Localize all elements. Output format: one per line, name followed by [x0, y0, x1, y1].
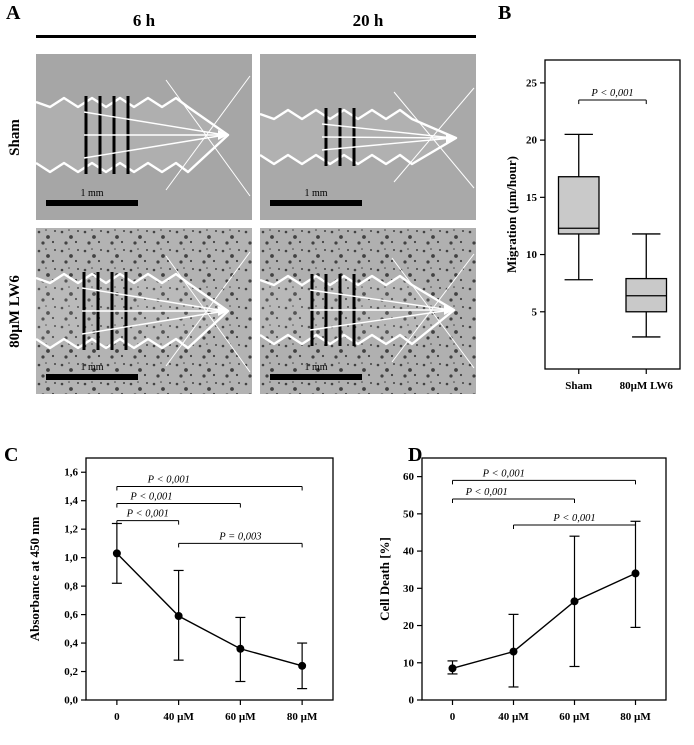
svg-text:50: 50 — [403, 508, 415, 520]
svg-text:0,6: 0,6 — [64, 609, 78, 621]
micrograph-lw6-6h: 1 mm — [36, 228, 252, 394]
svg-text:10: 10 — [526, 249, 538, 261]
header-underline — [36, 35, 476, 38]
svg-text:0: 0 — [450, 711, 456, 723]
panel-label-d: D — [408, 444, 423, 466]
svg-text:15: 15 — [526, 192, 538, 204]
svg-text:60: 60 — [403, 471, 415, 483]
svg-text:25: 25 — [526, 77, 538, 89]
svg-text:40 µM: 40 µM — [498, 711, 529, 723]
svg-text:1 mm: 1 mm — [80, 188, 103, 199]
svg-text:Absorbance at 450 nm: Absorbance at 450 nm — [27, 517, 42, 642]
svg-text:P < 0,001: P < 0,001 — [465, 487, 508, 498]
svg-text:P < 0,001: P < 0,001 — [129, 492, 172, 503]
svg-text:20: 20 — [403, 620, 415, 632]
panel-label-b: B — [498, 2, 512, 24]
svg-text:10: 10 — [403, 657, 415, 669]
svg-text:0,8: 0,8 — [64, 581, 78, 593]
svg-text:P < 0,001: P < 0,001 — [482, 468, 525, 479]
svg-text:0: 0 — [409, 695, 415, 707]
micrograph-sham-6h: 1 mm — [36, 54, 252, 220]
svg-text:1 mm: 1 mm — [304, 362, 327, 373]
svg-text:60 µM: 60 µM — [225, 711, 256, 723]
linechart-cell-death: 0 10 20 30 40 50 60 Cell Death [%] 0 40 µM 60 µM 80… — [377, 457, 667, 723]
svg-text:1 mm: 1 mm — [80, 362, 103, 373]
svg-text:30: 30 — [403, 583, 415, 595]
svg-text:40 µM: 40 µM — [163, 711, 194, 723]
svg-text:40: 40 — [403, 546, 415, 558]
svg-text:P < 0,001: P < 0,001 — [590, 88, 633, 99]
column-header-20h: 20 h — [352, 11, 384, 30]
svg-text:80µM LW6: 80µM LW6 — [620, 380, 674, 392]
svg-text:0: 0 — [114, 711, 120, 723]
svg-text:0,4: 0,4 — [64, 638, 78, 650]
row-label-sham-box: Sham — [2, 54, 28, 220]
svg-text:20: 20 — [526, 135, 538, 147]
svg-text:1,2: 1,2 — [64, 524, 78, 536]
svg-text:1 mm: 1 mm — [304, 188, 327, 199]
svg-text:P = 0,003: P = 0,003 — [218, 531, 261, 542]
micrograph-sham-20h: 1 mm — [260, 54, 476, 220]
svg-text:60 µM: 60 µM — [559, 711, 590, 723]
panel-label-a: A — [6, 2, 21, 24]
svg-text:1,4: 1,4 — [64, 495, 78, 507]
svg-text:1,6: 1,6 — [64, 467, 78, 479]
svg-text:80 µM: 80 µM — [287, 711, 318, 723]
svg-text:Sham: Sham — [565, 380, 592, 392]
linechart-absorbance: 0,0 0,2 0,4 0,6 0,8 1,0 1,2 1,4 1,6 Absorbance at… — [27, 457, 334, 723]
svg-text:P < 0,001: P < 0,001 — [147, 474, 190, 485]
boxplot-migration: 5 10 15 20 25 Migration (µm/hour) Sham 80µM LW6… — [504, 59, 681, 392]
row-label-lw6-box: 80µM LW6 — [2, 228, 28, 394]
svg-text:1,0: 1,0 — [64, 552, 78, 564]
svg-text:80 µM: 80 µM — [620, 711, 651, 723]
svg-text:Cell Death [%]: Cell Death [%] — [377, 537, 392, 621]
column-header-6h: 6 h — [132, 11, 156, 30]
svg-text:P < 0,001: P < 0,001 — [552, 513, 595, 524]
row-label-sham: Sham — [6, 118, 23, 156]
svg-text:0,2: 0,2 — [64, 666, 78, 678]
panel-label-c: C — [4, 444, 19, 466]
row-label-lw6: 80µM LW6 — [6, 274, 23, 348]
micrograph-lw6-20h: 1 mm — [260, 228, 476, 394]
svg-text:P < 0,001: P < 0,001 — [126, 509, 169, 520]
svg-text:Migration (µm/hour): Migration (µm/hour) — [504, 156, 519, 273]
svg-text:5: 5 — [532, 306, 538, 318]
svg-text:0,0: 0,0 — [64, 695, 78, 707]
